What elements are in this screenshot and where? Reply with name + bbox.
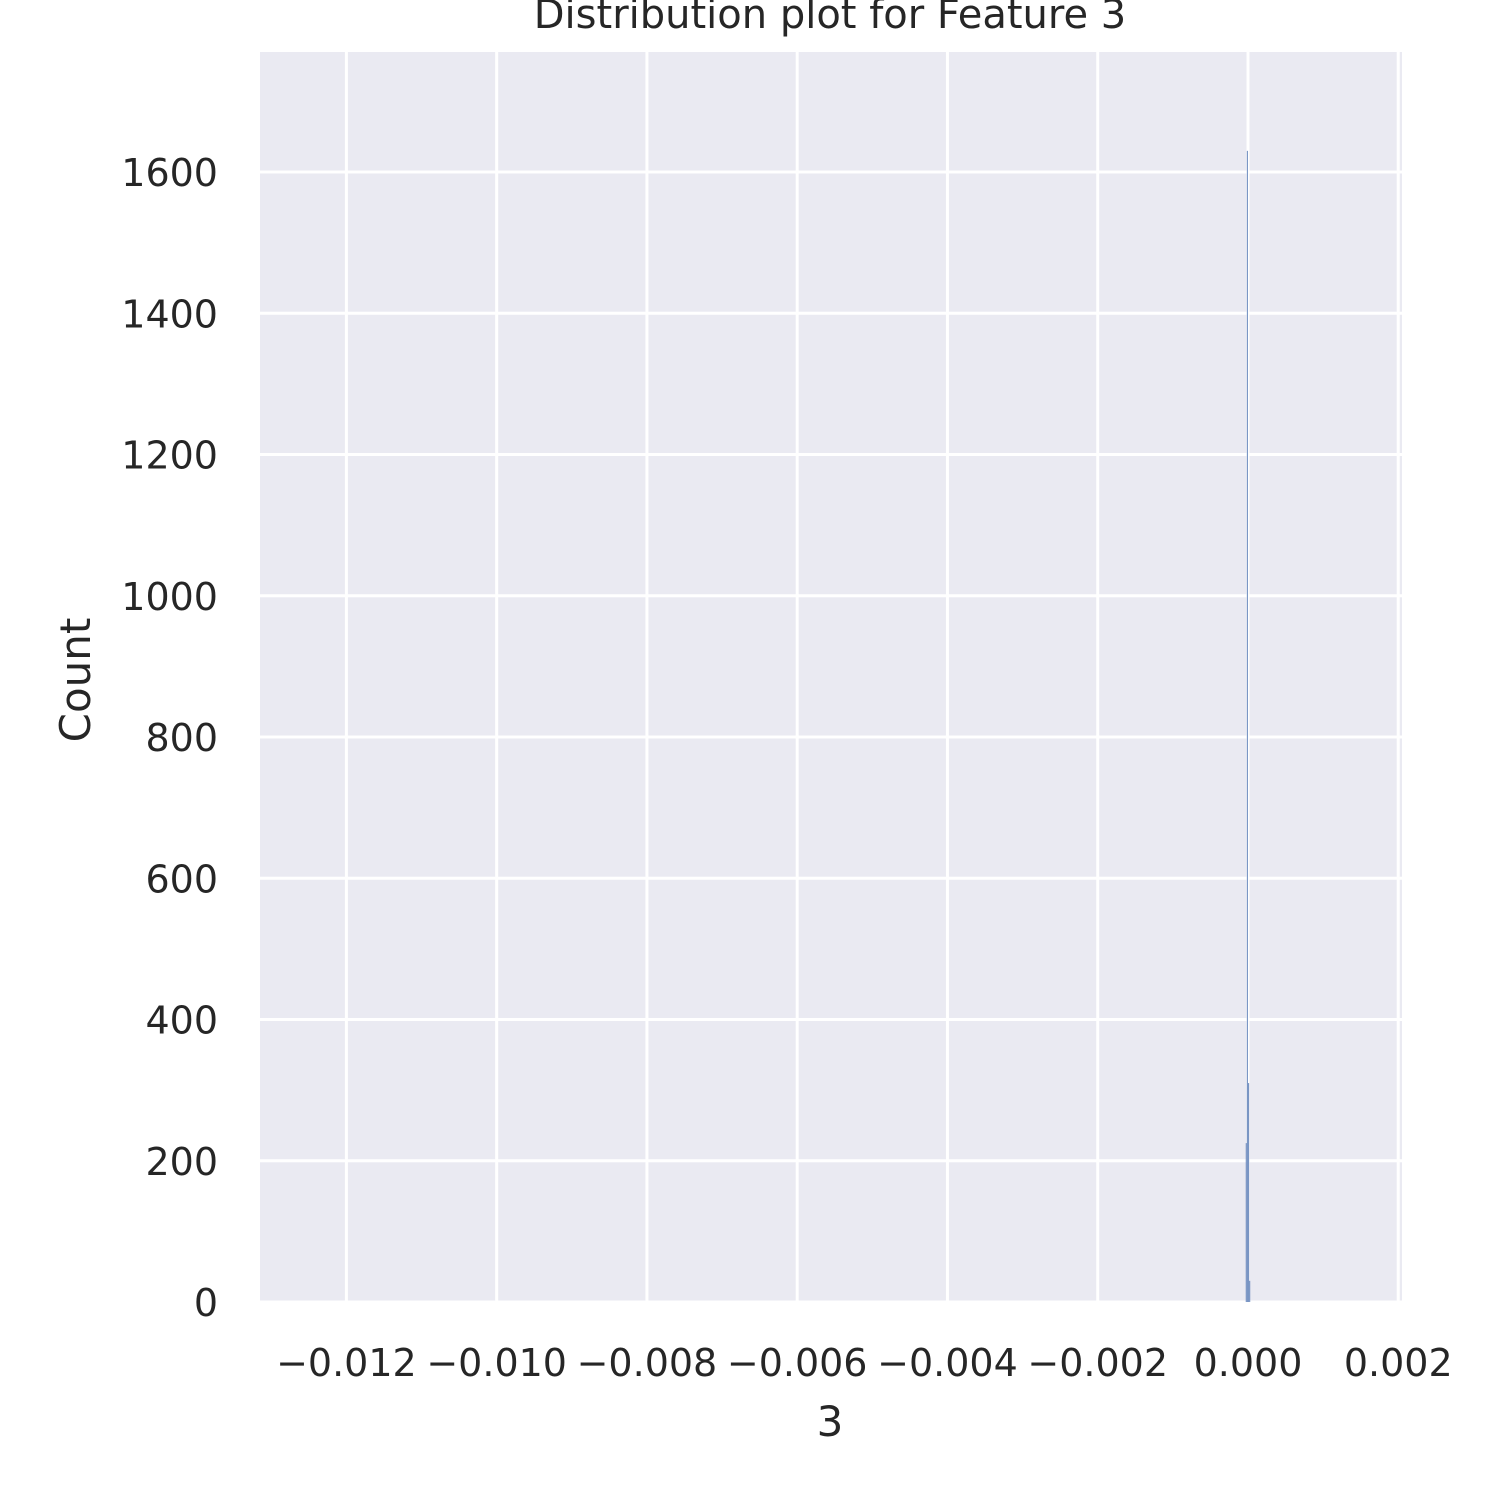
x-tick-labels: −0.012 −0.010 −0.008 −0.006 −0.004 −0.002 0.00… [276,1341,1453,1385]
x-tick-label: −0.008 [577,1341,718,1385]
y-tick-label: 1400 [121,292,218,336]
histogram-bar [1249,1280,1251,1302]
x-axis-label: 3 [817,1397,844,1446]
y-tick-labels: 0 200 400 600 800 1000 1200 1400 1600 [121,151,218,1325]
plot-area [260,52,1402,1302]
y-tick-label: 1200 [121,434,218,478]
x-tick-label: 0.002 [1344,1341,1453,1385]
histogram-bars [1245,150,1251,1302]
x-tick-label: −0.004 [877,1341,1018,1385]
histogram-bar [1246,150,1248,1302]
y-tick-label: 0 [194,1281,218,1325]
histogram-bar [1245,1143,1247,1302]
y-axis-label: Count [51,618,100,743]
y-tick-label: 800 [145,716,218,760]
x-tick-label: −0.010 [426,1341,567,1385]
y-tick-label: 1600 [121,151,218,195]
y-tick-label: 600 [145,857,218,901]
x-tick-label: −0.002 [1027,1341,1168,1385]
x-tick-label: −0.006 [727,1341,868,1385]
y-tick-label: 400 [145,999,218,1043]
x-tick-label: −0.012 [276,1341,417,1385]
y-tick-label: 200 [145,1140,218,1184]
histogram-bar [1247,1083,1250,1302]
chart-title: Distribution plot for Feature 3 [534,0,1126,38]
grid-lines [260,52,1402,1304]
x-tick-label: 0.000 [1194,1341,1303,1385]
y-tick-label: 1000 [121,575,218,619]
